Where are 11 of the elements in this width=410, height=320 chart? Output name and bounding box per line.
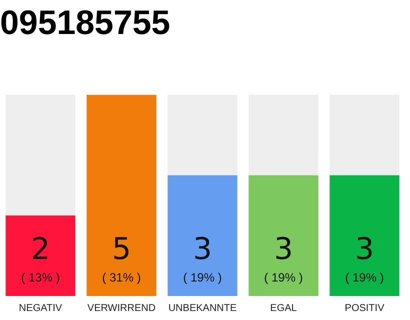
- x-tick-label: POSITIV: [344, 302, 385, 314]
- x-tick-label: EGAL: [270, 302, 298, 314]
- data-label: 2 ( 13% ): [21, 232, 60, 284]
- x-tick-label: VERWIRREND: [87, 302, 156, 314]
- data-label: 3 ( 19% ): [183, 232, 222, 284]
- data-label: 3 ( 19% ): [345, 232, 384, 284]
- data-label: 5 ( 31% ): [102, 232, 141, 284]
- x-tick-label: NEGATIV: [18, 302, 62, 314]
- x-tick-label: UNBEKANNTE: [168, 302, 237, 314]
- data-label: 3 ( 19% ): [264, 232, 303, 284]
- chart-title: 095185755: [0, 4, 170, 42]
